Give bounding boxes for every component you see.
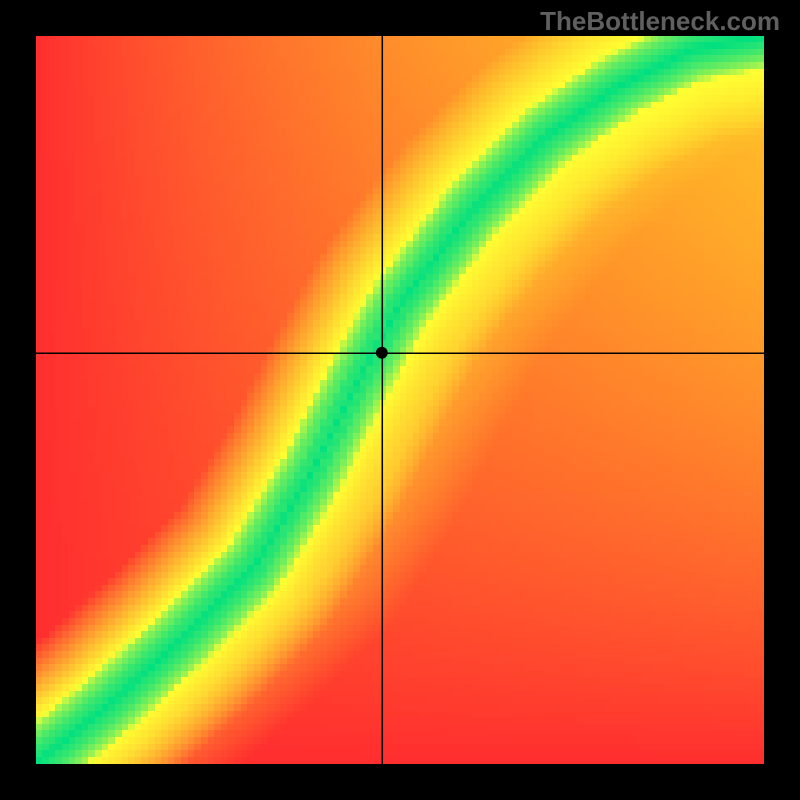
heatmap-canvas — [36, 36, 764, 764]
chart-frame: TheBottleneck.com — [0, 0, 800, 800]
watermark-text: TheBottleneck.com — [540, 6, 780, 37]
plot-area — [36, 36, 764, 764]
